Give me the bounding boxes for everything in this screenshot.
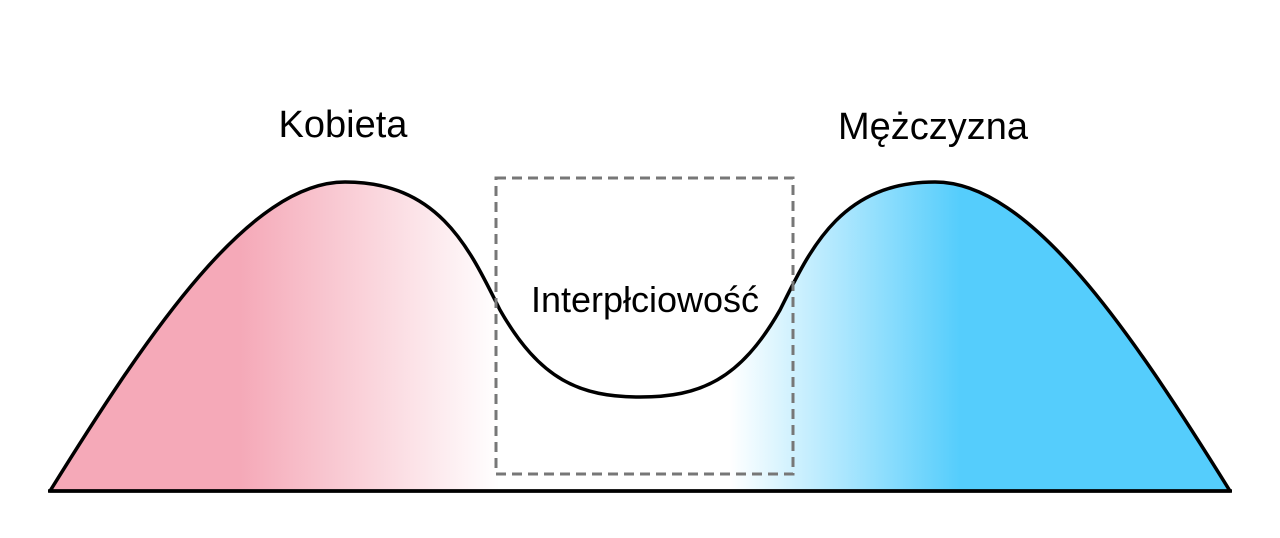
male-label: Mężczyzna (838, 106, 1029, 148)
intersex-region-box (494, 176, 795, 476)
intersex-label: Interpłciowość (531, 279, 759, 320)
distribution-curve (48, 180, 1232, 493)
female-label: Kobieta (279, 104, 409, 146)
